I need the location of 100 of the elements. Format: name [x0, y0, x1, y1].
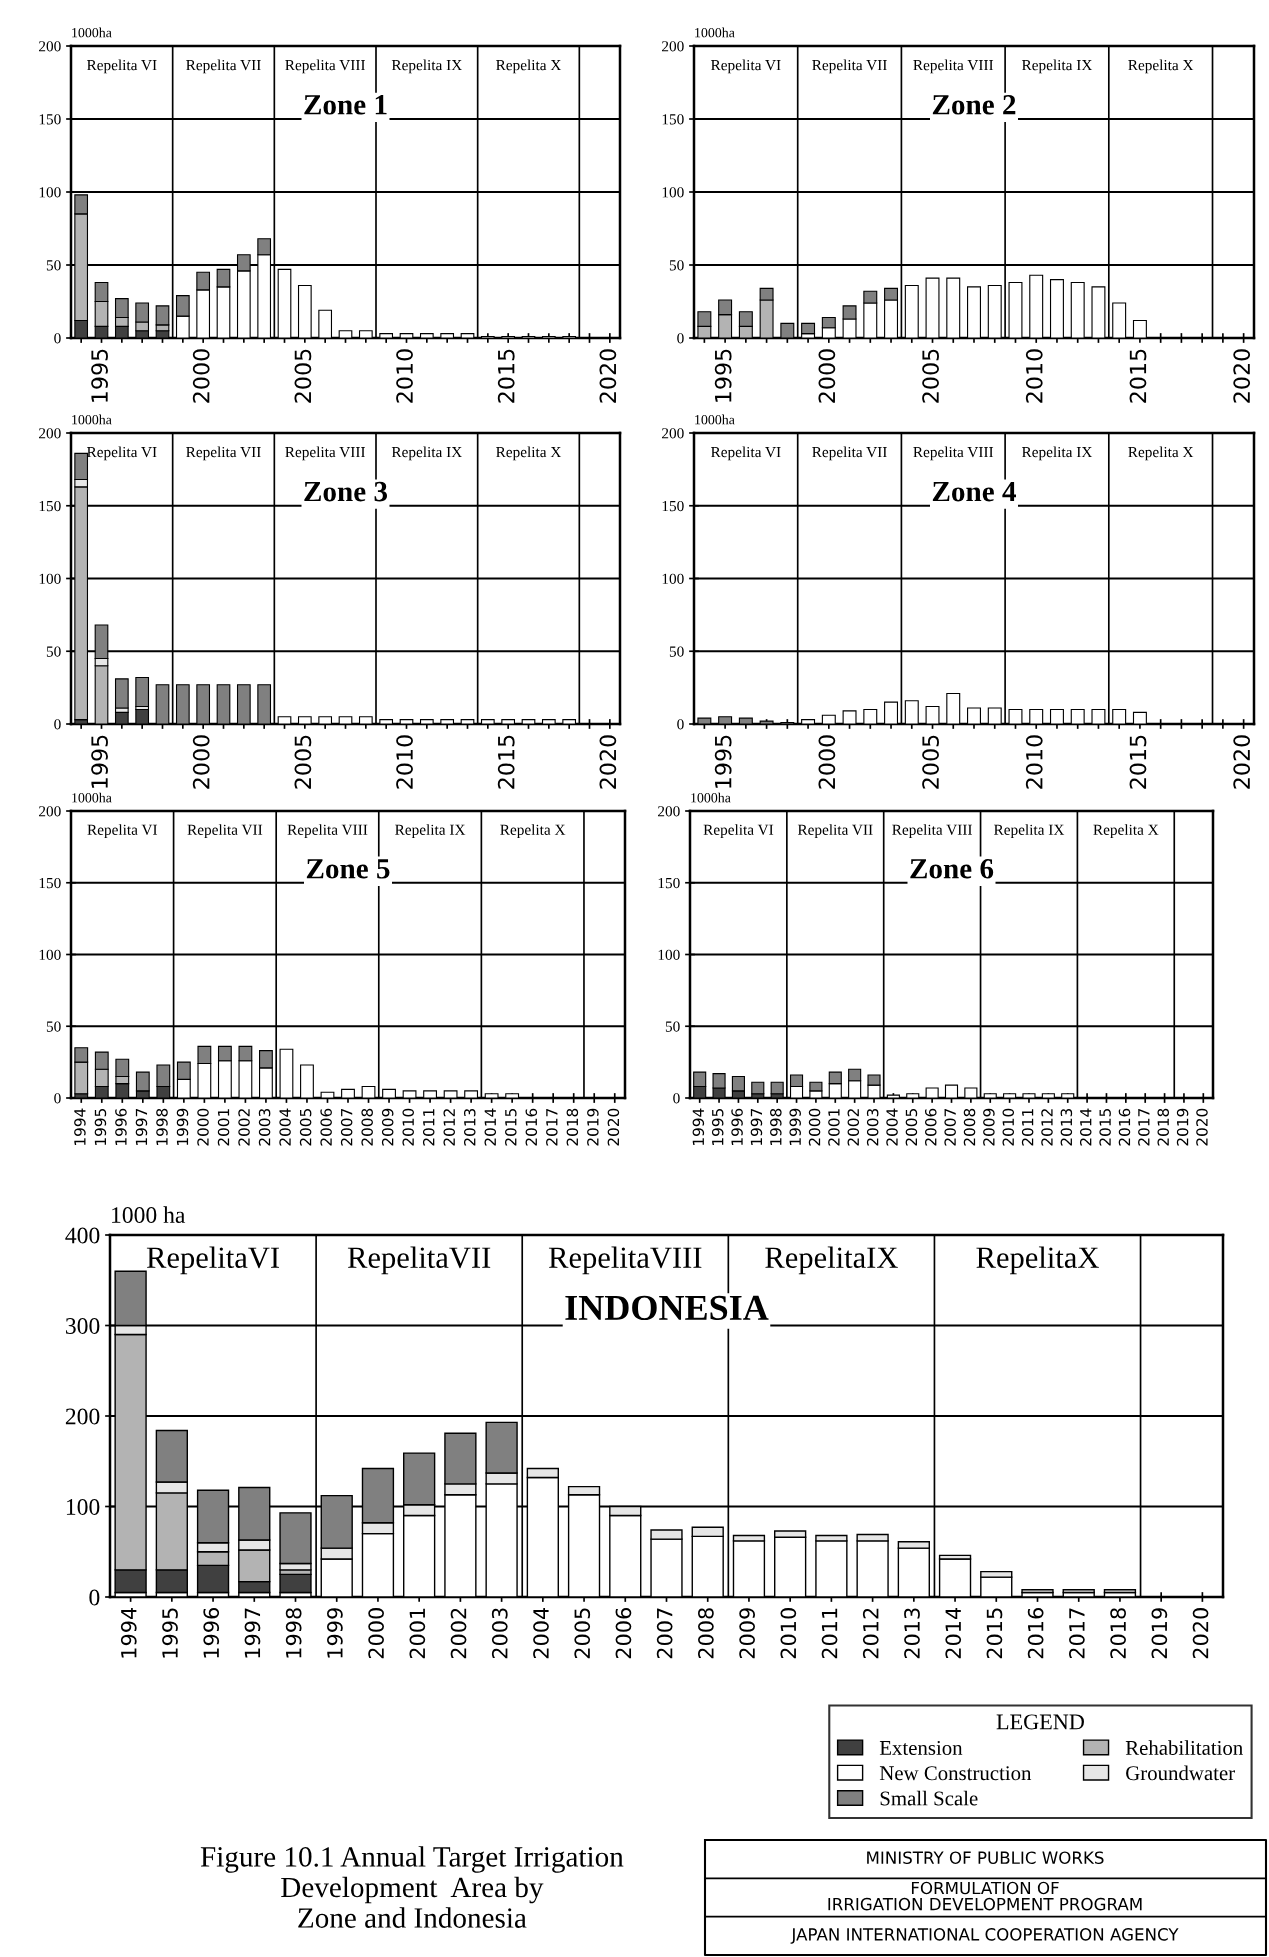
- x-tick-label: 2018: [1157, 1108, 1170, 1146]
- x-tick-label: 1999: [327, 1608, 343, 1658]
- y-tick-label: 50: [669, 260, 684, 271]
- x-tick-label: 2010: [396, 349, 413, 403]
- x-tick-label: 2016: [1027, 1608, 1044, 1659]
- x-tick-label: 2014: [484, 1108, 497, 1146]
- x-tick-label: 2015: [497, 735, 515, 789]
- x-tick-label: 2011: [422, 1109, 435, 1146]
- y-tick-label: 0: [673, 1093, 680, 1104]
- x-tick-label: 2008: [963, 1108, 976, 1146]
- y-tick-label: 200: [662, 428, 684, 439]
- y-tick-label: 50: [46, 646, 61, 657]
- x-tick-label: 2005: [905, 1109, 918, 1146]
- x-tick-label: 2010: [402, 1108, 414, 1146]
- annotation: Repelita VII: [812, 59, 887, 74]
- x-tick-label: 2020: [599, 349, 617, 403]
- x-tick-label: 2013: [904, 1608, 920, 1659]
- x-tick-label: 2010: [396, 735, 413, 789]
- x-tick-label: 2010: [780, 1608, 797, 1659]
- annotation: Repelita VIII: [913, 59, 994, 74]
- x-tick-label: 2014: [945, 1607, 962, 1659]
- x-tick-label: 2009: [983, 1108, 995, 1146]
- y-tick-label: 150: [39, 500, 61, 512]
- x-tick-label: 2005: [294, 349, 312, 403]
- x-tick-label: 2000: [818, 735, 836, 789]
- y-tick-label: 100: [39, 573, 61, 584]
- y-axis-title: 1000ha: [72, 414, 112, 425]
- x-tick-label: 1994: [692, 1108, 705, 1145]
- bar: [801, 322, 816, 335]
- annotation: Repelita VI: [86, 446, 157, 461]
- y-axis-title: 1000ha: [691, 792, 731, 803]
- y-tick-label: 300: [65, 1317, 100, 1334]
- x-tick-label: 2002: [238, 1109, 250, 1146]
- x-tick-label: 1998: [156, 1108, 168, 1145]
- x-tick-label: 2016: [1118, 1108, 1131, 1146]
- x-tick-label: 1995: [91, 735, 108, 788]
- x-tick-label: 1996: [203, 1608, 220, 1658]
- x-tick-label: 2000: [818, 349, 836, 403]
- annotation: Repelita VI: [711, 59, 781, 74]
- annotation: Repelita IX: [391, 59, 462, 74]
- x-tick-label: 1994: [74, 1108, 86, 1145]
- annotation: RepelitaVI: [146, 1246, 279, 1275]
- x-tick-label: 2005: [922, 735, 939, 789]
- x-tick-label: 1995: [711, 1109, 724, 1145]
- bar: [751, 1081, 765, 1095]
- y-tick-label: 50: [46, 1021, 61, 1032]
- x-tick-label: 2020: [1233, 349, 1251, 403]
- x-tick-label: 2016: [525, 1108, 538, 1146]
- annotation: Repelita VIII: [892, 824, 972, 839]
- y-tick-label: 200: [658, 806, 680, 817]
- x-tick-label: 2020: [1233, 735, 1251, 789]
- annotation: RepelitaIX: [765, 1246, 898, 1275]
- x-tick-label: 2015: [1099, 1109, 1111, 1146]
- x-tick-label: 2015: [505, 1109, 517, 1146]
- bar: [770, 1081, 784, 1095]
- x-tick-label: 1995: [94, 1109, 107, 1145]
- annotation: Repelita IX: [395, 824, 466, 839]
- legend-title: LEGEND: [996, 1714, 1084, 1730]
- x-tick-label: 2019: [1176, 1108, 1189, 1146]
- x-tick-label: 2009: [381, 1108, 394, 1146]
- annotation: Repelita VII: [186, 59, 261, 74]
- x-tick-label: 2007: [944, 1109, 956, 1146]
- y-tick-label: 100: [662, 573, 684, 584]
- x-tick-label: 1999: [789, 1108, 801, 1145]
- x-tick-label: 2020: [607, 1108, 620, 1146]
- x-tick-label: 2000: [197, 1108, 209, 1146]
- annotation: Repelita IX: [994, 824, 1065, 839]
- caption: Figure 10.1 Annual Target Irrigation Development Area by Zone and Indonesia: [200, 1846, 624, 1928]
- x-tick-label: 2015: [986, 1608, 1003, 1659]
- y-tick-label: 0: [54, 1093, 61, 1104]
- x-tick-label: 2000: [368, 1608, 384, 1659]
- y-tick-label: 400: [65, 1227, 100, 1244]
- x-tick-label: 2012: [862, 1608, 879, 1659]
- x-tick-label: 2003: [258, 1108, 271, 1146]
- x-tick-label: 2017: [1069, 1608, 1085, 1659]
- y-axis-title: 1000ha: [72, 27, 112, 38]
- annotation: Repelita X: [496, 446, 562, 461]
- text: FORMULATION OF IRRIGATION DEVELOPMENT PROGRAM: [828, 1881, 1142, 1911]
- x-tick-label: 2011: [1021, 1109, 1034, 1146]
- annotation: Repelita X: [1128, 59, 1194, 74]
- annotation: Repelita VII: [187, 824, 263, 839]
- legend-label: Extension: [879, 1740, 963, 1755]
- x-tick-label: 2014: [1079, 1108, 1092, 1146]
- annotation: RepelitaVII: [347, 1246, 491, 1275]
- annotation: Repelita IX: [1021, 446, 1093, 461]
- y-tick-label: 50: [669, 646, 684, 657]
- y-tick-label: 200: [39, 806, 61, 817]
- x-tick-label: 2010: [1025, 349, 1043, 403]
- y-tick-label: 100: [39, 187, 61, 198]
- text: Zone 6: [910, 858, 994, 879]
- annotation: Repelita X: [1128, 446, 1194, 461]
- x-tick-label: 2001: [217, 1109, 230, 1146]
- x-tick-label: 2004: [533, 1607, 549, 1659]
- y-tick-label: 50: [46, 260, 61, 271]
- y-tick-label: 0: [677, 333, 684, 344]
- x-tick-label: 1998: [770, 1108, 782, 1145]
- y-tick-label: 0: [54, 333, 61, 344]
- x-tick-label: 2006: [320, 1108, 332, 1146]
- legend-label: Groundwater: [1126, 1765, 1235, 1781]
- x-tick-label: 2010: [1002, 1108, 1015, 1146]
